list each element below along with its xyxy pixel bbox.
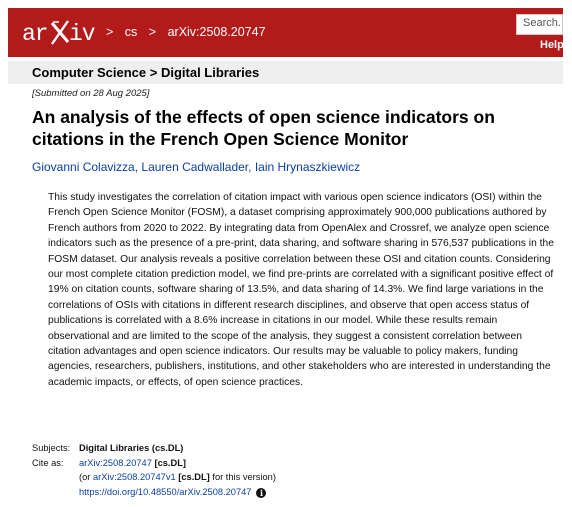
cite-or-suffix: for this version) (212, 472, 276, 482)
cite-version-category: [cs.DL] (178, 472, 210, 482)
search-input[interactable]: Search... (516, 14, 563, 35)
author-link[interactable]: Iain Hrynaszkiewicz (254, 160, 361, 174)
breadcrumb-separator: > (106, 25, 114, 39)
arxiv-logo-icon: ar iv (22, 20, 97, 47)
arxiv-logo[interactable]: ar iv (22, 16, 98, 48)
cite-category: [cs.DL] (154, 457, 186, 468)
arxiv-header: ar iv > cs > arXiv:2508.20747 Search... … (8, 8, 564, 57)
breadcrumb-separator: > (148, 25, 157, 39)
breadcrumb: > cs > arXiv:2508.20747 (106, 24, 266, 40)
help-link[interactable]: Help (540, 39, 564, 51)
cite-version-link[interactable]: arXiv:2508.20747v1 (92, 472, 176, 482)
cite-label: Cite as: (32, 457, 64, 468)
doi-link[interactable]: https://doi.org/10.48550/arXiv.2508.2074… (79, 486, 252, 497)
breadcrumb-cs[interactable]: cs (124, 25, 138, 39)
author-link[interactable]: Giovanni Colavizza (32, 160, 135, 174)
subjects-label: Subjects: (32, 443, 71, 453)
info-icon[interactable]: i (256, 487, 267, 498)
svg-text:ar: ar (22, 21, 48, 47)
cite-or-prefix: (or (79, 472, 91, 482)
paper-metadata: Subjects: Digital Libraries (cs.DL) Cite… (32, 441, 276, 499)
category-heading: Computer Science > Digital Libraries (32, 65, 260, 80)
cite-id-link[interactable]: arXiv:2508.20747 (79, 457, 152, 468)
submission-date: [Submitted on 28 Aug 2025] (32, 88, 150, 99)
subjects-value: Digital Libraries (cs.DL) (79, 443, 184, 453)
author-list: Giovanni Colavizza, Lauren Cadwallader, … (32, 160, 361, 174)
breadcrumb-paper-id: arXiv:2508.20747 (167, 25, 266, 39)
author-link[interactable]: Lauren Cadwallader (141, 160, 249, 174)
abstract: This study investigates the correlation … (48, 192, 555, 388)
category-bar: Computer Science > Digital Libraries (8, 61, 563, 84)
paper-title: An analysis of the effects of open scien… (32, 107, 495, 149)
svg-text:iv: iv (69, 21, 96, 47)
